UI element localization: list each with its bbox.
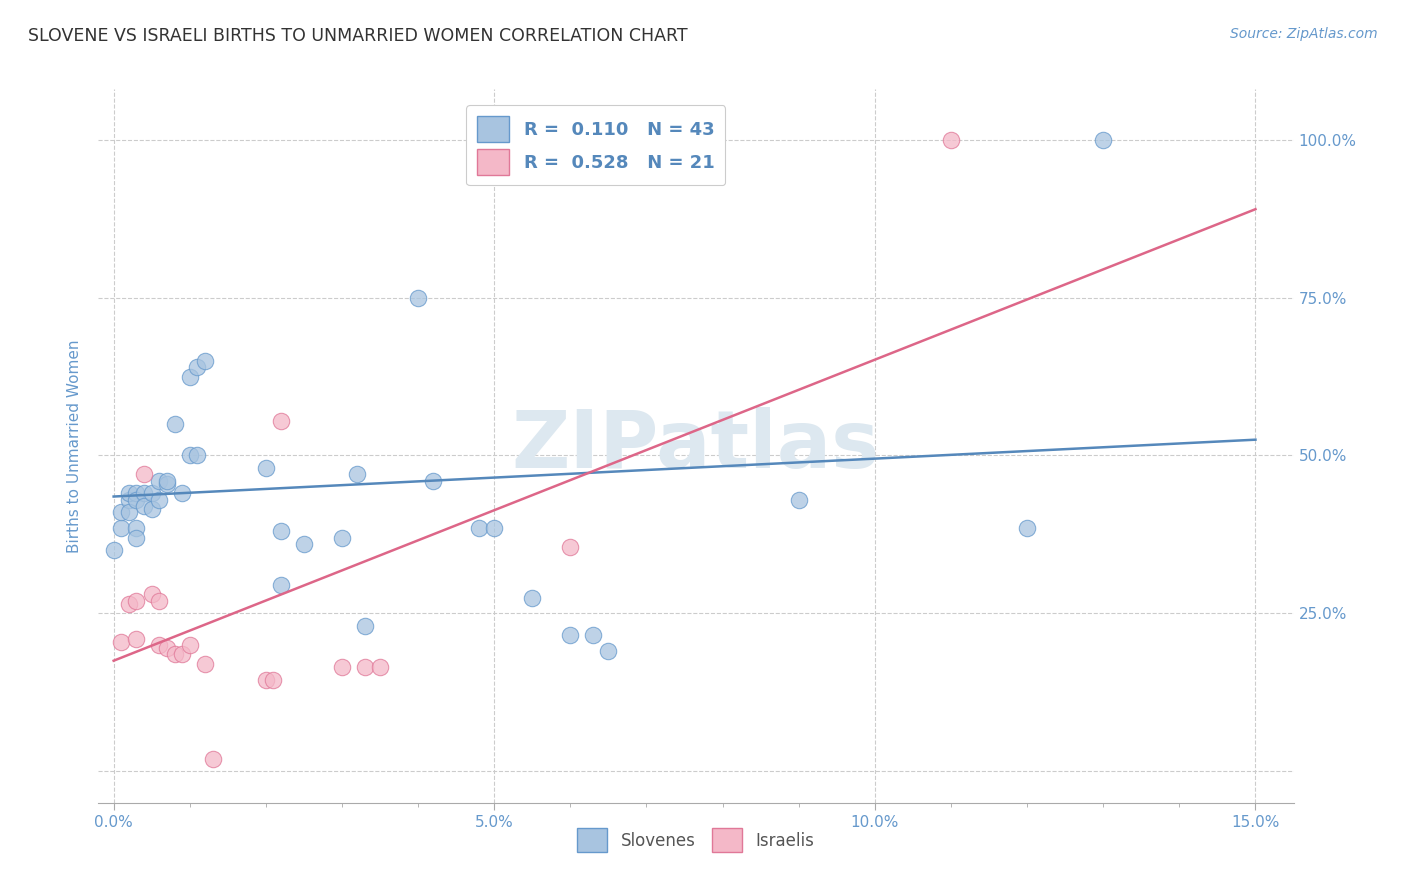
Point: [163, 417, 186, 431]
Point: [110, 505, 132, 519]
Point: [179, 638, 201, 652]
Point: [1017, 521, 1039, 535]
Point: [148, 492, 170, 507]
Point: [118, 486, 141, 500]
Legend: Slovenes, Israelis: Slovenes, Israelis: [571, 822, 821, 859]
Point: [194, 657, 217, 671]
Point: [125, 521, 148, 535]
Point: [179, 449, 201, 463]
Point: [118, 492, 141, 507]
Point: [368, 660, 391, 674]
Point: [186, 360, 208, 375]
Point: [270, 578, 292, 592]
Point: [156, 641, 179, 656]
Point: [353, 660, 375, 674]
Point: [582, 628, 605, 642]
Point: [560, 628, 582, 642]
Point: [141, 502, 163, 516]
Point: [148, 638, 170, 652]
Point: [270, 524, 292, 539]
Point: [141, 587, 163, 601]
Point: [353, 619, 375, 633]
Point: [156, 474, 179, 488]
Point: [598, 644, 620, 658]
Text: SLOVENE VS ISRAELI BIRTHS TO UNMARRIED WOMEN CORRELATION CHART: SLOVENE VS ISRAELI BIRTHS TO UNMARRIED W…: [28, 27, 688, 45]
Point: [163, 648, 186, 662]
Point: [148, 593, 170, 607]
Point: [172, 486, 194, 500]
Point: [103, 543, 125, 558]
Point: [254, 673, 277, 687]
Point: [330, 531, 353, 545]
Point: [270, 414, 292, 428]
Point: [125, 486, 148, 500]
Point: [254, 461, 277, 475]
Point: [132, 467, 155, 482]
Point: [939, 133, 962, 147]
Point: [118, 597, 141, 611]
Point: [468, 521, 491, 535]
Text: ZIPatlas: ZIPatlas: [512, 407, 880, 485]
Point: [110, 521, 132, 535]
Point: [422, 474, 444, 488]
Point: [156, 476, 179, 491]
Point: [346, 467, 368, 482]
Point: [172, 648, 194, 662]
Point: [132, 486, 155, 500]
Point: [292, 537, 315, 551]
Point: [125, 632, 148, 646]
Point: [125, 492, 148, 507]
Point: [787, 492, 810, 507]
Point: [263, 673, 285, 687]
Point: [186, 449, 208, 463]
Point: [406, 291, 429, 305]
Point: [148, 474, 170, 488]
Point: [1092, 133, 1115, 147]
Point: [125, 593, 148, 607]
Point: [179, 369, 201, 384]
Point: [125, 531, 148, 545]
Y-axis label: Births to Unmarried Women: Births to Unmarried Women: [67, 339, 83, 553]
Point: [110, 634, 132, 648]
Point: [201, 751, 224, 765]
Point: [118, 505, 141, 519]
Point: [560, 540, 582, 554]
Point: [132, 499, 155, 513]
Point: [330, 660, 353, 674]
Point: [141, 486, 163, 500]
Point: [194, 353, 217, 368]
Text: Source: ZipAtlas.com: Source: ZipAtlas.com: [1230, 27, 1378, 41]
Point: [484, 521, 506, 535]
Point: [522, 591, 544, 605]
